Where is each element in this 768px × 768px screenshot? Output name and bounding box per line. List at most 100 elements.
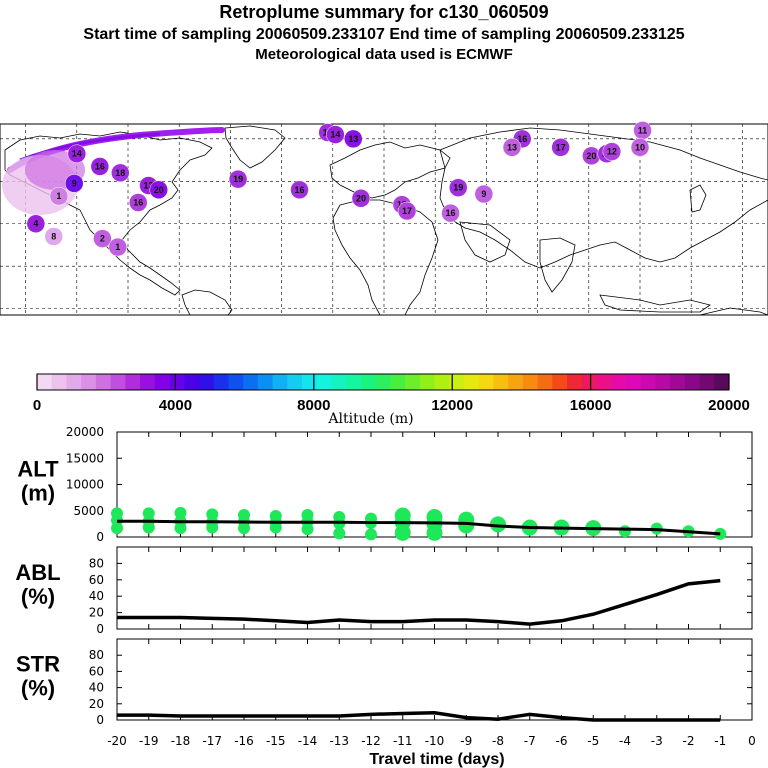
y-tick-label: 10000 [66, 478, 104, 492]
x-tick-label: -3 [651, 734, 663, 748]
colorbar-cell [66, 374, 82, 390]
colorbar-cell [567, 374, 583, 390]
y-tick-label: 0 [96, 530, 104, 544]
map-marker-label: 2 [100, 234, 105, 244]
colorbar-cell [243, 374, 259, 390]
y-tick-label: 60 [89, 664, 104, 678]
y-tick-label: 60 [89, 573, 104, 587]
map-marker-label: 8 [51, 231, 56, 241]
map-marker-label: 1 [115, 242, 120, 252]
y-tick-label: 20000 [66, 425, 104, 439]
map-marker [602, 142, 622, 161]
x-tick-label: -15 [266, 734, 286, 748]
map-marker [474, 184, 494, 204]
colorbar-cell [670, 374, 686, 390]
x-tick-label: -14 [298, 734, 318, 748]
x-tick-label: -13 [329, 734, 349, 748]
y-tick-label: 20 [89, 606, 104, 620]
colorbar-cell [360, 374, 377, 390]
colorbar-cell [478, 374, 494, 390]
map-marker-label: 20 [154, 185, 164, 195]
map-marker-label: 16 [133, 198, 143, 208]
map-marker-label: 9 [481, 189, 486, 199]
colorbar-cell [331, 374, 347, 390]
x-tick-label: 0 [748, 734, 756, 748]
x-axis-label: Travel time (days) [369, 751, 504, 768]
map-marker [93, 229, 112, 248]
alt-point [394, 524, 411, 541]
colorbar-tick-label: 12000 [431, 397, 473, 414]
x-tick-label: -1 [714, 734, 726, 748]
colorbar-cell [655, 374, 671, 390]
x-tick-label: -6 [556, 734, 568, 748]
x-tick-label: -19 [139, 734, 159, 748]
panel-alt: 20000 15000 10000 5000 0 ALT(m) [17, 425, 753, 544]
map-marker-label: 20 [586, 151, 596, 161]
colorbar-cell [405, 374, 421, 390]
str-line [117, 710, 721, 722]
alt-point [365, 528, 377, 541]
colorbar-cell [522, 374, 539, 390]
map-marker-label: 9 [72, 178, 77, 188]
colorbar-cell [272, 374, 288, 390]
colorbar-cell [714, 374, 730, 390]
y-axis-label: STR [16, 652, 60, 677]
alt-point [490, 516, 506, 533]
map-marker-label: 17 [402, 206, 412, 216]
world-map: 1814131613172019121110161813162019162018… [0, 121, 768, 316]
map-marker-label: 16 [295, 185, 305, 195]
x-tick-label: -11 [393, 734, 413, 748]
map-marker-label: 11 [638, 125, 648, 135]
time-series-panels: 20000150001000050000ALT(m)806040200ABL(%… [15, 425, 753, 727]
y-tick-label: 0 [96, 713, 104, 727]
alt-point [142, 521, 155, 534]
colorbar-cell [184, 374, 200, 390]
colorbar-cell [81, 374, 97, 390]
x-tick-label: -9 [460, 734, 472, 748]
colorbar-tick-label: 16000 [570, 397, 612, 414]
map-marker [290, 180, 309, 200]
alt-point [301, 523, 314, 536]
y-tick-label: 0 [96, 622, 104, 636]
mean-altitude-line [117, 519, 721, 536]
alt-point [458, 517, 475, 534]
colorbar-cell [596, 374, 612, 390]
map-marker-label: 16 [446, 208, 456, 218]
map-marker [90, 157, 110, 176]
map-marker-label: 10 [635, 142, 645, 152]
x-tick-label: -5 [587, 734, 599, 748]
map-marker [26, 214, 46, 233]
x-tick-label: -8 [492, 734, 504, 748]
y-axis-label: (%) [21, 584, 55, 609]
colorbar-cell [493, 374, 509, 390]
panel-str: 80 60 40 20 0 STR(%) [16, 638, 753, 727]
y-axis-label: (%) [21, 676, 55, 701]
colorbar-cell [228, 374, 244, 390]
map-marker [67, 144, 87, 163]
map-marker-label: 14 [72, 149, 82, 159]
map-marker-label: 13 [143, 181, 153, 191]
y-tick-label: 5000 [73, 504, 104, 518]
map-marker [111, 163, 130, 183]
colorbar-cell [419, 374, 436, 390]
colorbar-cell [95, 374, 112, 390]
abl-line [117, 578, 721, 626]
colorbar-cell [346, 374, 362, 390]
colorbar-cell [552, 374, 568, 390]
colorbar-tick-label: 8000 [297, 397, 330, 414]
x-tick-label: -20 [107, 734, 127, 748]
colorbar-cell [625, 374, 642, 390]
y-axis-label: ABL [15, 560, 60, 585]
colorbar-cell [375, 374, 391, 390]
colorbar-tick-label: 0 [33, 397, 41, 414]
alt-point [238, 522, 250, 535]
map-marker [108, 237, 128, 257]
map-marker [630, 138, 650, 157]
colorbar-cell [198, 374, 215, 390]
colorbar-cell [449, 374, 465, 390]
map-marker-label: 16 [517, 134, 527, 144]
map-marker-label: 17 [556, 142, 566, 152]
colorbar-cell [640, 374, 656, 390]
x-tick-label: -17 [202, 734, 222, 748]
map-marker-label: 1 [56, 191, 61, 201]
